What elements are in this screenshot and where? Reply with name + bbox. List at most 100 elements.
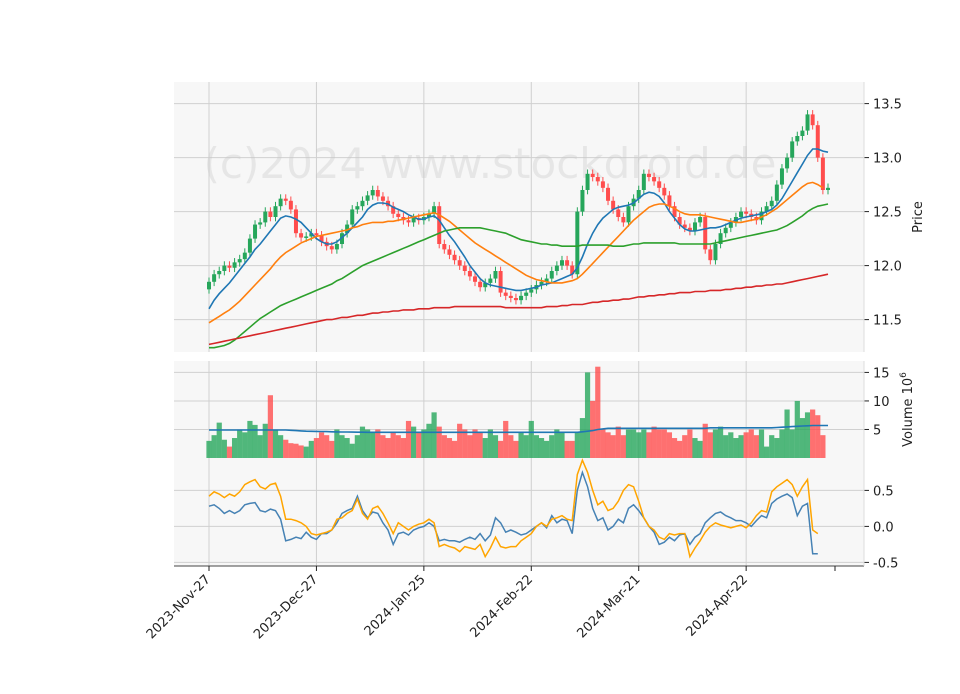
candle — [411, 213, 416, 227]
price-axis-title: Price — [911, 201, 926, 233]
volume-bar — [671, 438, 678, 458]
candle-body — [621, 217, 626, 223]
candle-body — [616, 209, 621, 217]
candle — [473, 272, 478, 287]
volume-bar — [431, 412, 437, 458]
candle-body — [708, 249, 713, 261]
candle-body — [207, 281, 211, 290]
candle — [452, 250, 457, 265]
candle — [288, 196, 293, 214]
volume-bar — [820, 435, 826, 458]
volume-bar — [636, 432, 642, 458]
candle — [232, 258, 237, 273]
candle-body — [365, 195, 370, 201]
candle-body — [790, 141, 795, 158]
volume-bar — [405, 420, 412, 458]
volume-bar — [574, 432, 580, 458]
volume-bar — [610, 435, 616, 458]
candle-body — [549, 271, 554, 279]
candle — [457, 255, 462, 270]
candle — [570, 261, 575, 279]
volume-bar — [717, 426, 724, 458]
volume-bar — [692, 438, 698, 458]
candle-body — [570, 265, 575, 275]
candle-body — [785, 157, 790, 169]
candle — [826, 183, 830, 195]
volume-bar — [682, 435, 688, 458]
volume-bar — [748, 429, 754, 458]
candle — [590, 169, 595, 182]
volume-bar — [579, 418, 586, 458]
candle-body — [304, 236, 309, 238]
oscillator-panel-bg — [174, 458, 864, 566]
volume-bar — [810, 409, 816, 458]
candle — [273, 201, 278, 222]
candle-body — [442, 244, 447, 250]
candle-body — [278, 198, 283, 207]
candle — [462, 261, 467, 276]
candle-body — [728, 222, 733, 228]
candle-body — [237, 259, 242, 263]
candle — [529, 285, 534, 297]
candle — [222, 261, 227, 276]
volume-bar — [743, 432, 749, 458]
candle-body — [253, 224, 258, 239]
candle — [718, 228, 723, 249]
volume-bar — [728, 432, 734, 458]
candle-body — [692, 222, 697, 232]
candle — [212, 269, 217, 287]
candle-body — [698, 217, 703, 223]
candle-body — [764, 206, 769, 212]
candle — [524, 288, 529, 301]
volume-bar — [211, 435, 217, 458]
candle-body — [779, 168, 784, 185]
candle-body — [529, 289, 534, 293]
candle — [559, 255, 564, 270]
candle-body — [524, 292, 529, 296]
candle — [539, 277, 544, 290]
candle — [227, 261, 232, 273]
candle — [508, 291, 513, 303]
candle-body — [636, 190, 641, 199]
volume-bar — [815, 415, 821, 458]
volume-bar — [738, 435, 744, 458]
candle-body — [652, 177, 657, 182]
candle-body — [355, 206, 360, 210]
candle-body — [493, 271, 498, 279]
candle-body — [299, 233, 304, 238]
candle-body — [247, 238, 252, 253]
volume-bar — [661, 429, 667, 458]
candle-body — [513, 298, 518, 301]
candle — [493, 266, 498, 283]
volume-bar — [242, 432, 248, 458]
candle — [646, 169, 651, 182]
candle-body — [350, 209, 355, 225]
volume-bar — [426, 423, 432, 458]
volume-bar — [288, 443, 294, 458]
candle-body — [319, 235, 324, 242]
candle-body — [769, 200, 774, 207]
volume-bar — [390, 432, 396, 458]
candle — [703, 212, 708, 254]
candle-body — [575, 211, 580, 275]
candle-body — [554, 265, 559, 271]
y-tick-label: 12.5 — [873, 206, 902, 221]
candle-body — [345, 224, 350, 234]
candle — [396, 209, 401, 222]
volume-bar — [799, 418, 806, 458]
volume-bar — [278, 435, 284, 458]
volume-bar — [595, 366, 601, 458]
candle — [606, 183, 611, 206]
candle-body — [406, 220, 411, 223]
candle — [370, 185, 375, 200]
volume-bar — [329, 440, 335, 458]
volume-bar — [641, 429, 647, 458]
candle — [207, 277, 211, 294]
candle-body — [360, 200, 365, 207]
volume-bar — [677, 440, 683, 458]
volume-bar — [544, 440, 550, 458]
candle — [467, 266, 472, 281]
volume-bar — [615, 426, 621, 458]
volume-bar — [298, 445, 304, 458]
